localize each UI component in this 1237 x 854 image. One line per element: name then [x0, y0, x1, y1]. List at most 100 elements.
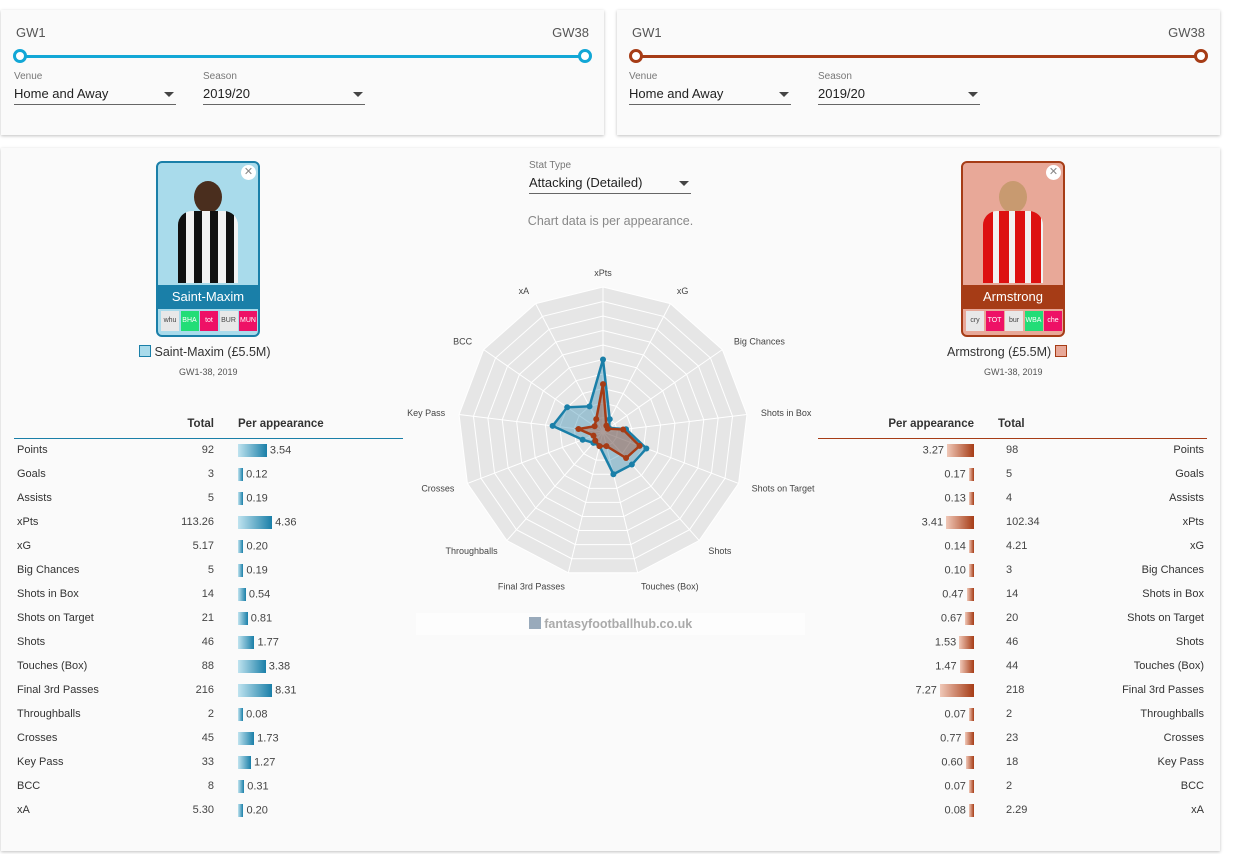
table-row: xG 5.17 0.20: [14, 534, 403, 558]
table-row: 1.53 46 Shots: [818, 630, 1207, 654]
radar-point: [549, 422, 556, 429]
per-app-bar: [959, 635, 974, 649]
slider-start-handle[interactable]: [13, 49, 27, 63]
radar-axis-label: xPts: [594, 268, 612, 278]
stat-total: 46: [1006, 636, 1019, 648]
stat-total: 3: [1006, 564, 1013, 576]
stat-name: xG: [1189, 540, 1204, 552]
player-photo: [983, 181, 1043, 283]
per-app-bar: [959, 659, 974, 673]
slider-start-handle[interactable]: [629, 49, 643, 63]
per-app-header: Per appearance: [888, 417, 974, 430]
season-select[interactable]: 2019/20: [203, 85, 365, 105]
per-app-cell: 0.07: [818, 702, 978, 726]
stat-name: xPts: [17, 516, 39, 528]
per-app-value: 0.60: [941, 755, 963, 768]
stat-name: BCC: [1180, 780, 1204, 792]
season-select[interactable]: 2019/20: [818, 85, 980, 105]
player-card-right[interactable]: ✕ Armstrong cry TOT bur WBA che: [961, 161, 1065, 337]
per-app-cell: 7.27: [818, 678, 978, 702]
stat-total: 33: [201, 756, 214, 768]
table-row: 0.67 20 Shots on Target: [818, 606, 1207, 630]
per-app-bar: [940, 683, 974, 697]
stat-total: 45: [201, 732, 214, 744]
player-card-left[interactable]: ✕ Saint-Maxim whu BHA tot BUR MUN: [156, 161, 260, 337]
radar-point: [592, 437, 599, 444]
stat-name: Crosses: [17, 732, 58, 744]
stat-total: 3: [207, 468, 214, 480]
per-app-value: 0.20: [246, 803, 268, 816]
venue-select[interactable]: Home and Away: [629, 85, 791, 105]
per-app-cell: 0.13: [818, 486, 978, 510]
stat-name: Shots in Box: [1142, 588, 1204, 600]
stat-name: Big Chances: [1141, 564, 1204, 576]
stats-table-left: Total Per appearance Points 92 3.54 Goals 3…: [14, 410, 403, 822]
per-app-value: 0.31: [247, 779, 269, 792]
gw-range-slider[interactable]: [13, 49, 592, 63]
per-app-cell: 0.14: [818, 534, 978, 558]
per-app-bar: [969, 779, 974, 793]
per-app-value: 0.07: [944, 779, 966, 792]
stats-table-right: Per appearance Total 3.27 98 Points 0.17 5…: [818, 410, 1207, 822]
gw-range-slider[interactable]: [629, 49, 1208, 63]
per-app-bar: [968, 467, 974, 481]
table-row: Goals 3 0.12: [14, 462, 403, 486]
stat-type-select[interactable]: Attacking (Detailed): [529, 174, 691, 194]
per-app-cell: 0.31: [228, 774, 403, 798]
chevron-down-icon: [679, 181, 689, 186]
radar-point: [620, 426, 627, 433]
table-row: 0.17 5 Goals: [818, 462, 1207, 486]
per-app-cell: 0.10: [818, 558, 978, 582]
per-app-bar: [238, 683, 272, 697]
stat-name: Crosses: [1163, 732, 1204, 744]
remove-player-button[interactable]: ✕: [1046, 165, 1061, 180]
radar-spoke: [567, 431, 604, 573]
per-app-value: 0.81: [250, 611, 273, 624]
legend-swatch: [139, 345, 151, 357]
radar-axis-label: Shots on Target: [752, 483, 815, 493]
radar-grid-ring: [472, 300, 734, 560]
slider-end-handle[interactable]: [1194, 49, 1208, 63]
radar-grid-ring: [516, 344, 690, 517]
per-app-value: 4.36: [275, 515, 297, 528]
radar-axis-label: Key Pass: [407, 408, 446, 418]
per-app-bar: [238, 707, 243, 721]
radar-point: [591, 423, 598, 430]
per-app-cell: 3.41: [818, 510, 978, 534]
stat-total: 2: [1006, 780, 1013, 792]
per-app-value: 1.77: [257, 635, 279, 648]
player-photo: [178, 181, 238, 283]
per-app-cell: 0.77: [818, 726, 978, 750]
radar-point: [643, 445, 650, 452]
per-app-cell: 4.36: [228, 510, 403, 534]
per-app-bar: [965, 611, 974, 625]
remove-player-button[interactable]: ✕: [241, 165, 256, 180]
radar-grid-ring: [544, 373, 662, 489]
legend-text: Saint-Maxim (£5.5M): [154, 345, 271, 359]
stat-name: Assists: [17, 492, 52, 504]
per-app-value: 0.67: [940, 611, 963, 624]
fixture-badge: bur: [1005, 311, 1023, 331]
stat-name: Touches (Box): [1133, 660, 1204, 672]
per-app-value: 3.38: [268, 659, 291, 672]
per-app-value: 1.47: [935, 659, 957, 672]
stat-total: 218: [1006, 684, 1025, 696]
radar-axis-label: Big Chances: [734, 337, 786, 347]
slider-end-handle[interactable]: [578, 49, 592, 63]
per-app-value: 0.14: [944, 539, 966, 552]
per-app-cell: 0.12: [228, 462, 403, 486]
per-app-value: 3.41: [921, 515, 944, 528]
per-app-cell: 1.53: [818, 630, 978, 654]
stat-name: Shots on Target: [1127, 612, 1204, 624]
per-app-bar: [238, 779, 245, 793]
table-row: 1.47 44 Touches (Box): [818, 654, 1207, 678]
per-app-bar: [238, 515, 272, 529]
total-header: Total: [187, 417, 214, 430]
table-row: 0.13 4 Assists: [818, 486, 1207, 510]
table-row: Key Pass 33 1.27: [14, 750, 403, 774]
stat-name: Shots: [1175, 636, 1204, 648]
per-app-cell: 1.77: [228, 630, 403, 654]
stat-name: Key Pass: [17, 756, 64, 768]
venue-select[interactable]: Home and Away: [14, 85, 176, 105]
chart-note: Chart data is per appearance.: [527, 214, 694, 228]
